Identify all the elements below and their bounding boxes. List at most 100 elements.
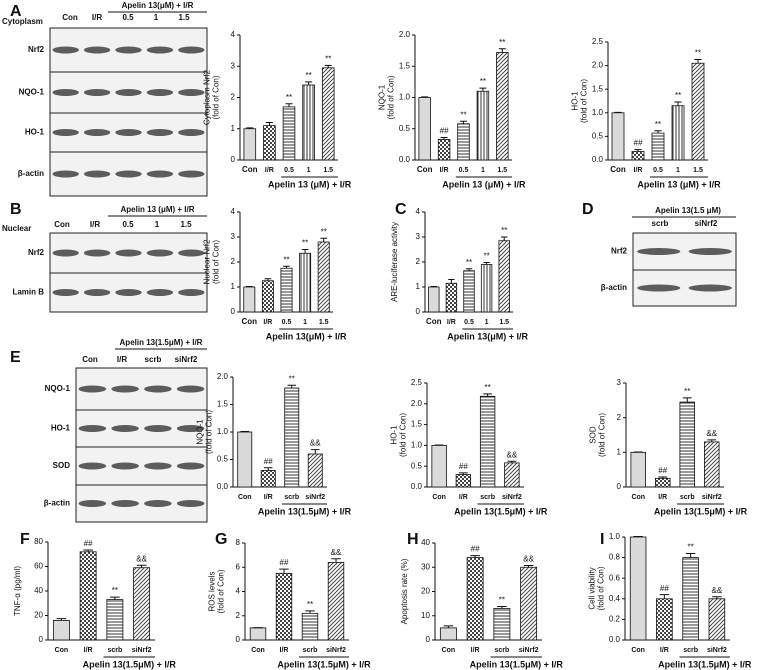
panel-letter: D: [582, 201, 594, 218]
y-tick-label: 2: [416, 257, 421, 266]
error-bar: [301, 249, 309, 254]
bar: [691, 62, 705, 161]
blot-header: Apelin 13(μM) + I/R: [122, 1, 194, 10]
blot-band: [176, 500, 205, 507]
significance-label: **: [688, 543, 694, 552]
lane-label: 0.5: [122, 13, 134, 22]
blot-header: Apelin 13(1.5 μM): [655, 206, 721, 215]
x-tick-label: I/R: [459, 494, 468, 501]
error-bar: [331, 558, 341, 563]
bar: [321, 67, 335, 161]
blot-band: [52, 89, 79, 96]
x-tick-label: Con: [631, 494, 645, 501]
bar: [280, 267, 293, 313]
blot-band: [83, 289, 111, 296]
blot-band: [144, 500, 172, 507]
bar: [629, 536, 647, 641]
significance-label: ##: [280, 558, 289, 567]
blot-side-label: Cytoplasm: [2, 17, 43, 26]
blot-band: [176, 425, 205, 432]
y-tick-label: 0.6: [609, 573, 621, 582]
x-tick-label: 0.5: [459, 167, 469, 174]
y-tick-label: 1.0: [411, 441, 423, 450]
blot-band: [146, 89, 174, 96]
error-bar: [440, 137, 448, 140]
y-tick-label: 20: [421, 587, 430, 596]
x-tick-label: siNrf2: [132, 647, 152, 654]
bar: [479, 395, 496, 488]
error-bar: [694, 58, 702, 64]
significance-label: **: [321, 227, 327, 236]
blot-band: [52, 170, 79, 178]
y-tick-label: 0: [231, 307, 236, 316]
y-axis-label: (fold of Con): [597, 566, 606, 610]
x-tick-label: scrb: [494, 647, 509, 654]
y-axis-label: ARE-luciferase activity: [390, 222, 399, 302]
row-label: SOD: [53, 461, 71, 470]
significance-label: **: [325, 54, 331, 63]
blot-frame: [49, 27, 208, 197]
significance-label: **: [501, 226, 507, 235]
y-tick-label: 2: [231, 93, 236, 102]
bar: [496, 52, 509, 161]
significance-label: &&: [136, 554, 147, 563]
x-tick-label: siNrf2: [502, 494, 522, 501]
blot-band: [111, 462, 139, 470]
error-bar: [279, 568, 289, 574]
y-axis-label: (fold of Con): [205, 410, 214, 454]
blot-band: [146, 170, 174, 178]
blot-band: [178, 289, 205, 296]
group-label: Apelin 13 (μM) + I/R: [268, 179, 352, 189]
x-tick-label: scrb: [284, 494, 299, 501]
x-tick-label: Con: [426, 317, 442, 326]
significance-label: ##: [634, 139, 643, 148]
blot-band: [78, 385, 107, 393]
significance-label: **: [655, 120, 661, 129]
bar: [79, 551, 97, 641]
bar: [301, 612, 319, 641]
x-tick-label: Con: [242, 165, 258, 174]
x-tick-label: 0.5: [282, 319, 292, 326]
significance-label: ##: [658, 466, 667, 475]
group-label: Apelin 13(1.5μM) + I/R: [654, 506, 748, 516]
error-bar: [246, 127, 254, 129]
error-bar: [685, 552, 696, 558]
error-bar: [430, 286, 437, 287]
x-tick-label: 1.5: [497, 167, 507, 174]
lane-label: siNrf2: [175, 355, 198, 364]
y-axis-label: (fold of Con): [399, 413, 408, 457]
y-tick-label: 3: [231, 61, 236, 70]
significance-label: ##: [264, 457, 273, 466]
error-bar: [460, 120, 467, 124]
error-bar: [483, 393, 492, 397]
x-tick-label: siNrf2: [702, 494, 722, 501]
significance-label: ##: [471, 545, 480, 554]
x-tick-label: 1.5: [319, 319, 329, 326]
bar: [457, 123, 470, 161]
error-bar: [305, 81, 313, 85]
significance-label: &&: [706, 429, 717, 438]
y-axis-label: NQO-1: [378, 84, 387, 110]
blot-band: [178, 46, 205, 54]
bar: [133, 567, 151, 641]
x-tick-label: 1: [481, 167, 485, 174]
x-tick-label: I/R: [658, 494, 667, 501]
bar: [439, 627, 457, 641]
x-tick-label: Con: [242, 317, 258, 326]
panel-letter: F: [20, 531, 30, 548]
y-tick-label: 2.0: [411, 399, 423, 408]
x-tick-label: siNrf2: [707, 647, 727, 654]
y-tick-label: 0: [416, 307, 421, 316]
bar: [631, 151, 645, 161]
bar: [437, 138, 451, 161]
y-tick-label: 0.8: [609, 553, 621, 562]
bar: [327, 562, 345, 641]
y-tick-label: 0.5: [399, 124, 411, 133]
y-tick-label: 0: [39, 635, 44, 644]
panel-letter: G: [215, 531, 227, 548]
group-label: Apelin 13(μM) + I/R: [447, 331, 528, 341]
y-tick-label: 1: [231, 124, 236, 133]
group-label: Apelin 13 (μM) + I/R: [637, 179, 721, 189]
y-tick-label: 1.0: [399, 93, 411, 102]
